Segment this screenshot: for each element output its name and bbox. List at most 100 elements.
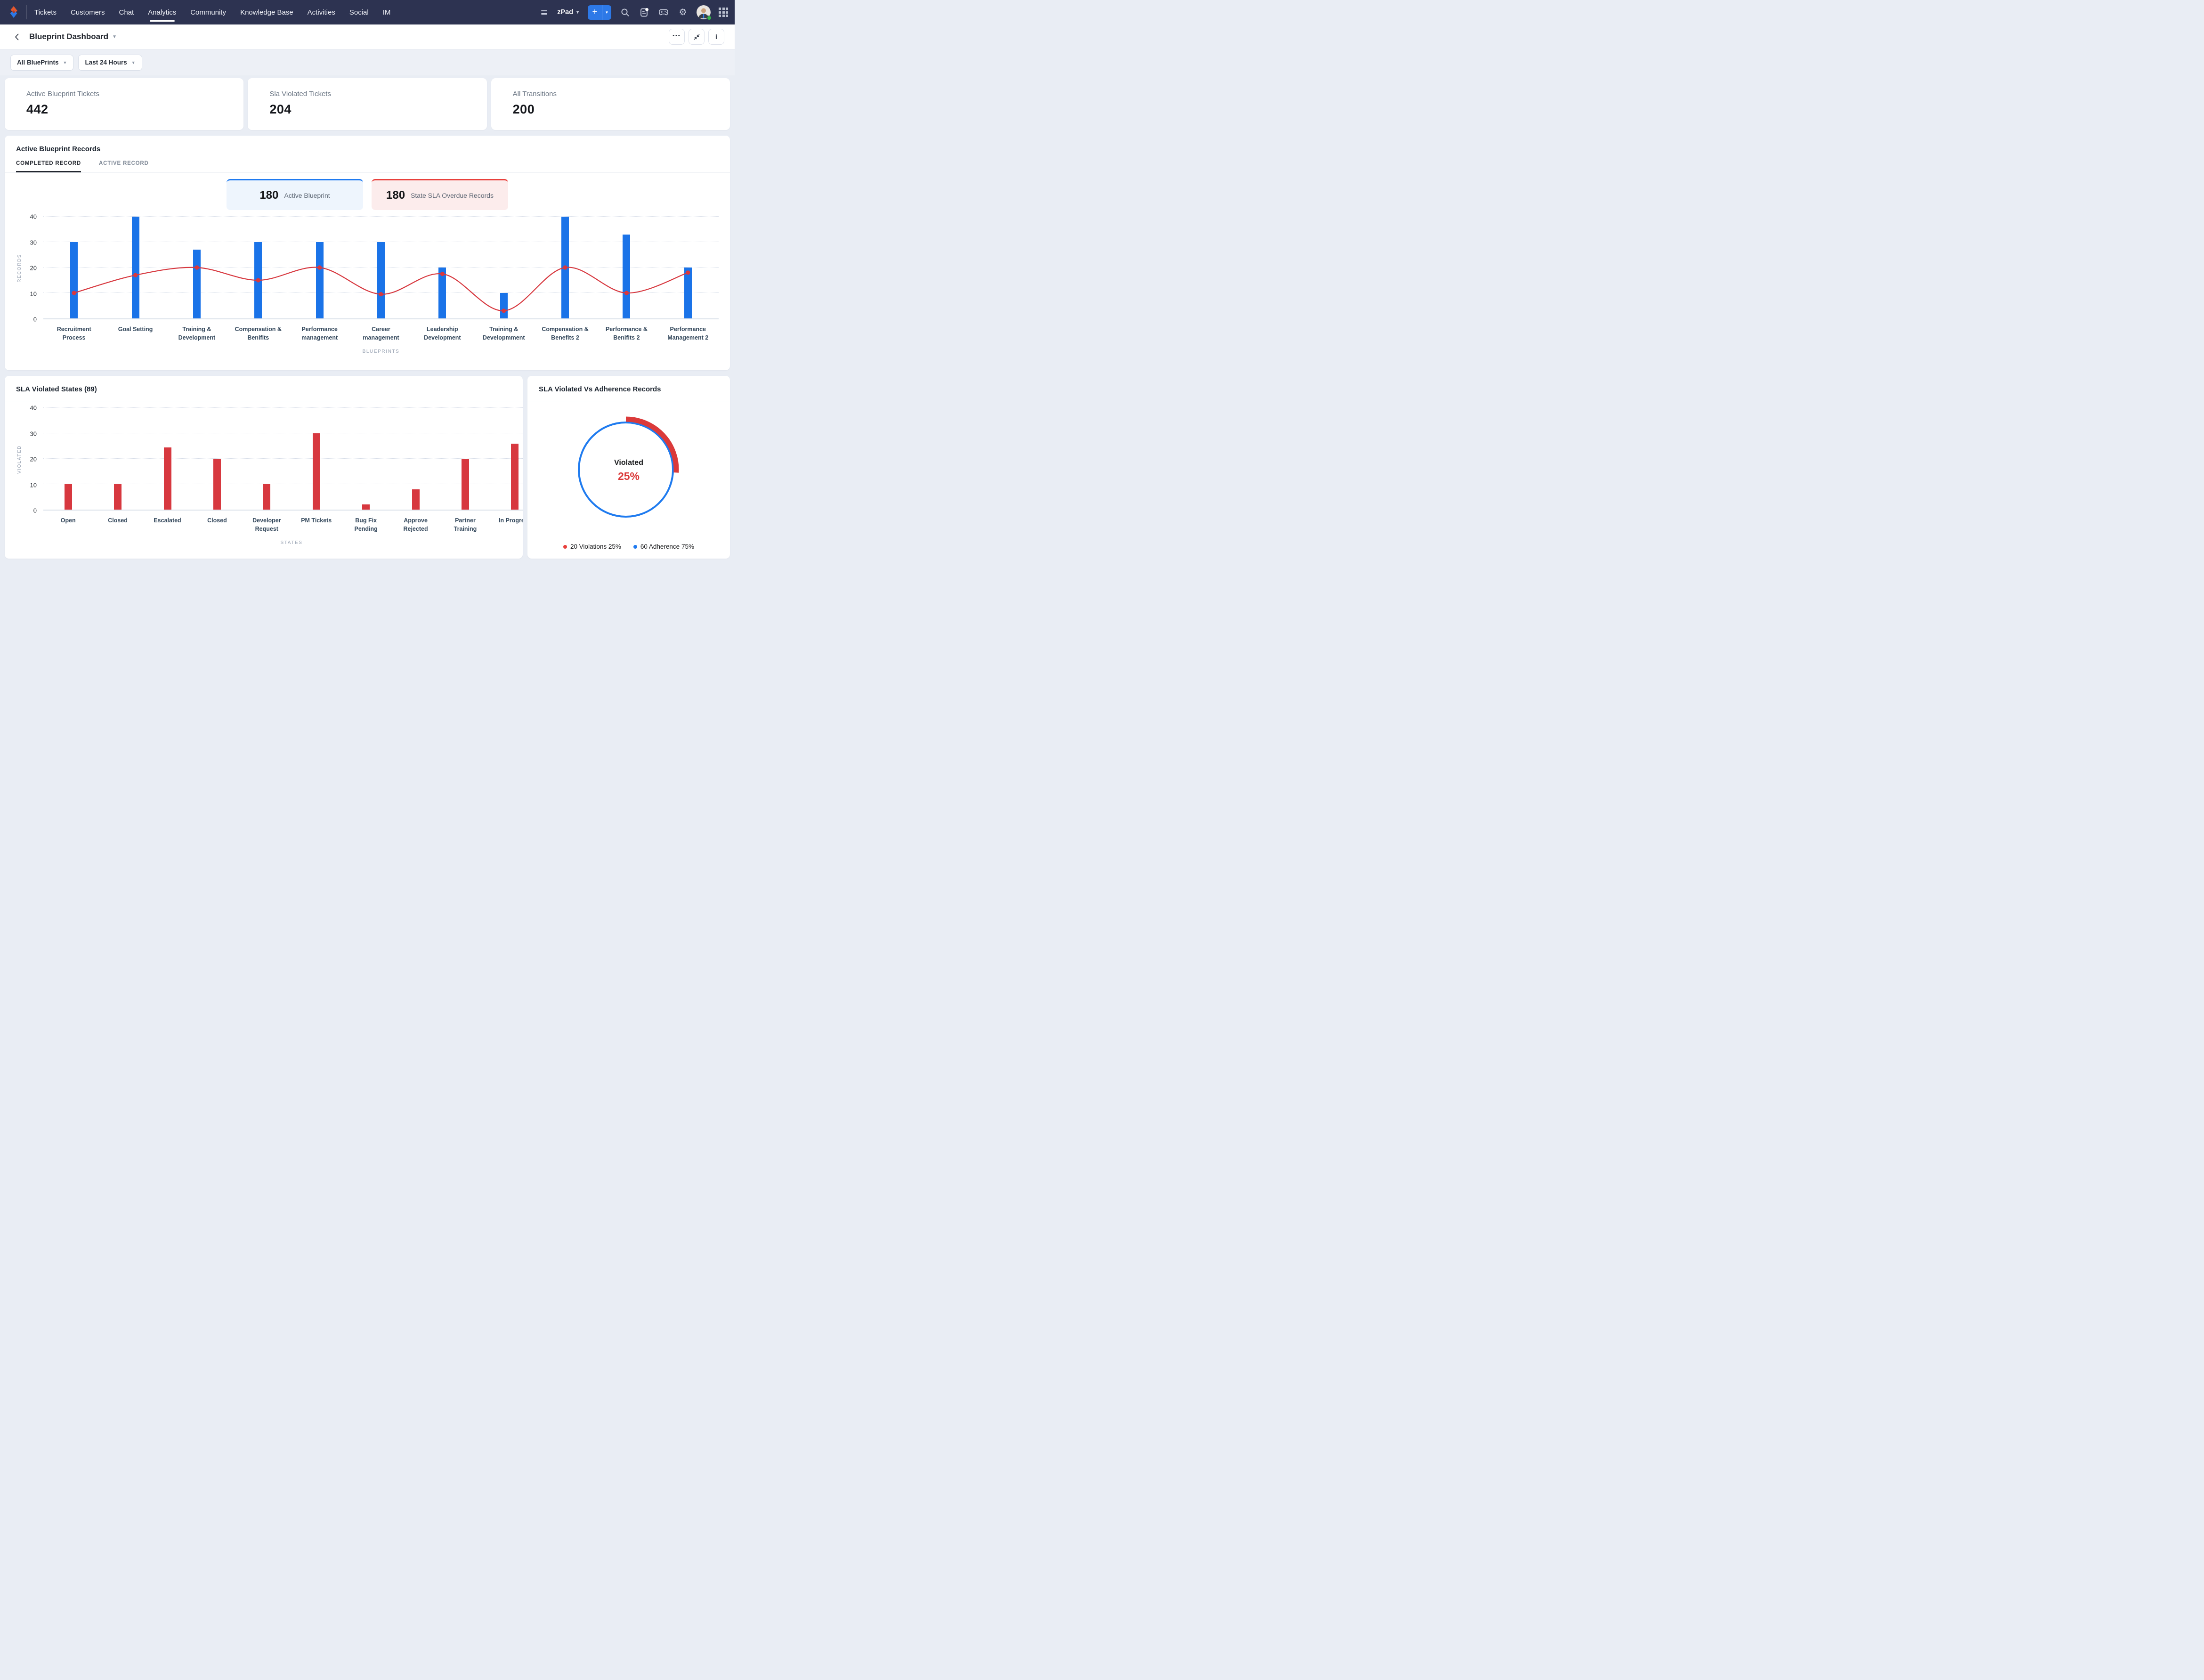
feedback-notes-icon[interactable] xyxy=(639,7,650,18)
plot-column: Open Closed Escalated Closed Developer Reque… xyxy=(43,407,523,545)
category-label-goal-setting: Goal Setting xyxy=(118,326,153,333)
category-label-compensation-benifits: Compensation & Benifits xyxy=(235,326,282,341)
bar-slot-escalated xyxy=(143,408,192,510)
bar-slot-training-developmment xyxy=(473,217,535,318)
bar-slot-closed xyxy=(93,408,142,510)
legend-item-violations[interactable]: 20 Violations 25% xyxy=(563,543,621,550)
donut-center-value: 25% xyxy=(617,470,640,482)
legend-text: 60 Adherence 75% xyxy=(640,543,694,550)
y-tick-30: 30 xyxy=(30,239,37,246)
bar-slots xyxy=(43,217,719,318)
y-tick-0: 0 xyxy=(33,316,37,323)
y-axis: 0 10 20 30 40 xyxy=(23,404,41,514)
category-label-performance-management: Performance management xyxy=(301,326,338,341)
online-status-dot xyxy=(707,16,712,20)
category-label-open: Open xyxy=(60,517,76,524)
legend-dot-adherence xyxy=(633,544,637,549)
kpi-row: Active Blueprint Tickets 442 Sla Violate… xyxy=(5,78,730,130)
more-tabs-icon[interactable] xyxy=(539,8,549,16)
category-label-approve-rejected: Approve Rejected xyxy=(403,517,428,532)
category-label-leadership-development: Leadership Development xyxy=(424,326,461,341)
nav-items: Tickets Customers Chat Analytics Community Kn… xyxy=(34,0,390,24)
bar-partner-training xyxy=(461,459,469,510)
record-tabs: COMPLETED RECORD ACTIVE RECORD xyxy=(16,161,719,172)
bar-open xyxy=(64,484,72,510)
more-options-button[interactable]: ••• xyxy=(669,29,685,45)
workspace-selector[interactable]: zPad ▼ xyxy=(557,8,580,16)
nav-item-activities[interactable]: Activities xyxy=(307,8,335,16)
stat-chip-active-blueprint: 180 Active Blueprint xyxy=(227,179,363,210)
bar-recruitment-process xyxy=(70,242,78,318)
category-label-performance-management-2: Performance Management 2 xyxy=(667,326,709,341)
bar-performance-benifits-2 xyxy=(623,234,631,318)
page-title[interactable]: Blueprint Dashboard ▼ xyxy=(29,32,117,41)
nav-item-chat[interactable]: Chat xyxy=(119,8,134,16)
category-label-in-progress: In Progress xyxy=(498,517,523,524)
y-tick-30: 30 xyxy=(30,430,37,437)
add-new-split-button[interactable]: + ▼ xyxy=(588,5,611,20)
collapse-button[interactable] xyxy=(689,29,705,45)
y-tick-40: 40 xyxy=(30,213,37,220)
y-tick-20: 20 xyxy=(30,264,37,272)
plus-icon[interactable]: + xyxy=(592,7,598,17)
donut-center-label: Violated 25% xyxy=(614,459,643,483)
category-label-escalated: Escalated xyxy=(154,517,181,524)
chart-sla-violated-states: VIOLATED 0 10 20 30 40 Open Closed Escalated Clos… xyxy=(16,404,523,545)
bar-slot-recruitment-process xyxy=(43,217,105,318)
category-label-compensation-benefits-2: Compensation & Benefits 2 xyxy=(542,326,589,341)
chevron-down-icon: ▼ xyxy=(131,60,136,65)
add-new-dropdown-arrow[interactable]: ▼ xyxy=(605,10,609,15)
bar-closed xyxy=(114,484,122,510)
gridline xyxy=(43,216,719,217)
page-title-text: Blueprint Dashboard xyxy=(29,32,109,41)
nav-item-customers[interactable]: Customers xyxy=(70,8,105,16)
user-avatar[interactable] xyxy=(697,5,712,20)
bar-training-developmment xyxy=(500,293,508,318)
category-label-closed: Closed xyxy=(108,517,128,524)
nav-item-analytics[interactable]: Analytics xyxy=(148,0,176,24)
y-tick-10: 10 xyxy=(30,481,37,488)
plot-column: Recruitment Process Goal Setting Training … xyxy=(43,216,719,354)
nav-item-social[interactable]: Social xyxy=(349,8,369,16)
zoho-desk-logo-icon[interactable] xyxy=(7,5,21,19)
category-label-partner-training: Partner Training xyxy=(454,517,477,532)
info-button[interactable]: i xyxy=(708,29,724,45)
search-icon[interactable] xyxy=(619,7,631,18)
legend-dot-violations xyxy=(563,544,567,549)
tab-active-record[interactable]: ACTIVE RECORD xyxy=(99,161,149,166)
tab-completed-record[interactable]: COMPLETED RECORD xyxy=(16,161,81,172)
settings-gear-icon[interactable]: ⚙ xyxy=(679,7,687,17)
nav-item-tickets[interactable]: Tickets xyxy=(34,8,57,16)
blueprint-filter-value: All BluePrints xyxy=(17,59,59,66)
nav-item-im[interactable]: IM xyxy=(382,8,391,16)
panel-title: Active Blueprint Records xyxy=(16,145,101,153)
time-range-filter-value: Last 24 Hours xyxy=(85,59,127,66)
app-switcher-icon[interactable] xyxy=(719,8,728,17)
chevron-down-icon: ▼ xyxy=(112,34,117,40)
donut-rings xyxy=(569,413,688,529)
blueprint-records-chart: RECORDS 0 10 20 30 40 Recruitment Process Goal … xyxy=(16,213,719,354)
stat-chip-label: Active Blueprint xyxy=(284,191,330,199)
blueprint-filter-dropdown[interactable]: All BluePrints ▼ xyxy=(10,54,74,71)
bar-slot-open xyxy=(43,408,93,510)
category-label-closed: Closed xyxy=(207,517,227,524)
category-label-bug-fix-pending: Bug Fix Pending xyxy=(354,517,378,532)
y-axis: 0 10 20 30 40 xyxy=(23,213,41,323)
workspace-name: zPad xyxy=(557,8,574,16)
bar-slot-goal-setting xyxy=(105,217,166,318)
bar-escalated xyxy=(163,447,171,510)
bar-slots xyxy=(43,408,523,510)
bar-slot-performance-management-2 xyxy=(657,217,719,318)
nav-item-knowledge-base[interactable]: Knowledge Base xyxy=(240,8,293,16)
bar-career-management xyxy=(377,242,385,318)
back-button[interactable] xyxy=(10,31,23,43)
y-tick-20: 20 xyxy=(30,455,37,463)
games-controller-icon[interactable] xyxy=(658,7,669,18)
legend-item-adherence[interactable]: 60 Adherence 75% xyxy=(633,543,694,550)
time-range-filter-dropdown[interactable]: Last 24 Hours ▼ xyxy=(78,54,142,71)
panel-title: SLA Violated States (89) xyxy=(16,385,97,393)
category-label-performance-benifits-2: Performance & Benifits 2 xyxy=(605,326,648,341)
nav-item-community[interactable]: Community xyxy=(190,8,227,16)
y-tick-40: 40 xyxy=(30,404,37,412)
donut-center-title: Violated xyxy=(614,459,643,467)
